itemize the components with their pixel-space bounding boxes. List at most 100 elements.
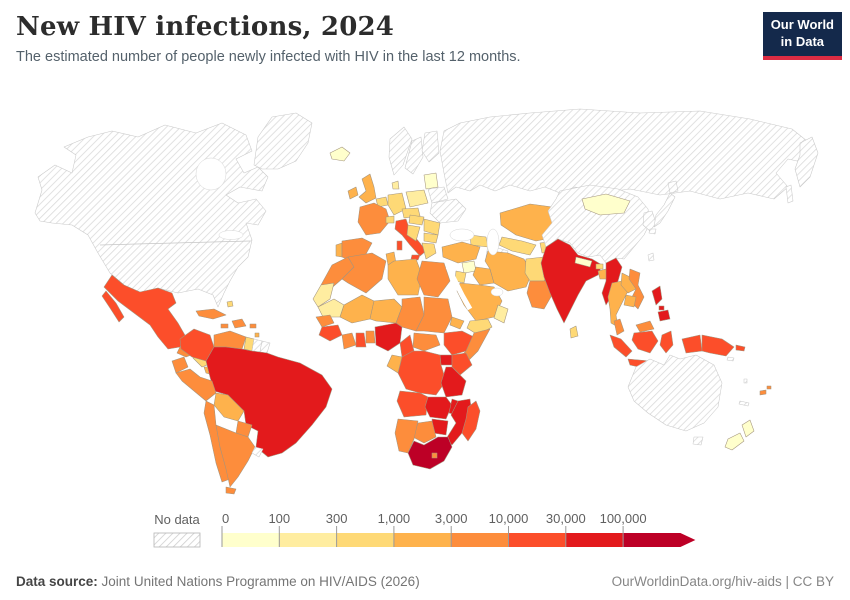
- region-angola[interactable]: [396, 390, 429, 418]
- region-libya[interactable]: [387, 258, 423, 296]
- region-oman[interactable]: [493, 304, 509, 324]
- region-finland[interactable]: [421, 130, 440, 163]
- region-papua-new-guinea[interactable]: [701, 334, 735, 357]
- owid-url-license[interactable]: OurWorldinData.org/hiv-aids | CC BY: [611, 574, 834, 589]
- region-japan-kyushu[interactable]: [648, 228, 657, 235]
- region-algeria[interactable]: [341, 252, 387, 294]
- region-balkans[interactable]: [406, 224, 421, 242]
- region-new-britain[interactable]: [735, 344, 746, 352]
- region-greenland[interactable]: [253, 112, 313, 170]
- region-poland[interactable]: [405, 189, 429, 208]
- region-iceland[interactable]: [329, 146, 351, 162]
- region-ghana[interactable]: [355, 332, 367, 348]
- region-ireland[interactable]: [347, 186, 359, 200]
- region-nigeria[interactable]: [374, 322, 403, 352]
- region-turkey[interactable]: [441, 241, 481, 264]
- region-new-zealand-south[interactable]: [724, 432, 745, 451]
- region-bhutan[interactable]: [595, 263, 604, 270]
- legend-bin-1[interactable]: [279, 533, 337, 547]
- region-ukraine[interactable]: [429, 198, 467, 224]
- region-new-zealand-north[interactable]: [741, 419, 755, 438]
- legend-bin-4[interactable]: [451, 533, 509, 547]
- region-mozambique[interactable]: [445, 398, 473, 446]
- region-mexico-baja[interactable]: [101, 290, 125, 323]
- region-car[interactable]: [412, 332, 441, 352]
- region-tierra-del-fuego[interactable]: [225, 486, 237, 495]
- region-baltics[interactable]: [423, 172, 439, 190]
- region-indonesia-kalimantan[interactable]: [631, 330, 659, 354]
- region-hispaniola[interactable]: [231, 318, 247, 329]
- region-senegal[interactable]: [315, 314, 335, 328]
- region-malaysia-borneo[interactable]: [635, 320, 655, 333]
- region-australia[interactable]: [627, 354, 723, 432]
- region-drc[interactable]: [397, 350, 447, 396]
- region-laos[interactable]: [620, 272, 637, 294]
- region-saudi-arabia[interactable]: [456, 282, 503, 322]
- region-romania[interactable]: [423, 218, 441, 236]
- region-czech-austria[interactable]: [401, 207, 421, 219]
- region-philippines-mindanao[interactable]: [657, 309, 671, 322]
- region-sicily[interactable]: [410, 254, 421, 261]
- region-kamchatka[interactable]: [794, 136, 819, 188]
- region-philippines-visayas[interactable]: [658, 305, 665, 311]
- region-canada-usa[interactable]: [34, 122, 269, 308]
- region-indonesia-sulawesi[interactable]: [659, 330, 674, 354]
- region-egypt[interactable]: [416, 260, 451, 298]
- region-western-sahara[interactable]: [312, 282, 335, 308]
- region-puerto-rico[interactable]: [249, 323, 257, 329]
- region-switzerland[interactable]: [385, 215, 395, 224]
- region-korea[interactable]: [642, 210, 657, 232]
- legend-bin-6[interactable]: [565, 533, 624, 547]
- region-bulgaria[interactable]: [423, 232, 439, 244]
- region-lesser-antilles[interactable]: [254, 332, 260, 338]
- region-iraq[interactable]: [472, 266, 495, 286]
- region-iran[interactable]: [484, 250, 533, 292]
- region-mexico[interactable]: [103, 274, 187, 350]
- region-norway[interactable]: [388, 126, 413, 176]
- region-tasmania[interactable]: [692, 436, 704, 446]
- legend-bin-7[interactable]: [623, 533, 696, 547]
- region-fiji-2[interactable]: [766, 385, 772, 390]
- region-nepal[interactable]: [574, 256, 593, 268]
- region-guinea-region[interactable]: [318, 324, 343, 342]
- region-syria[interactable]: [461, 260, 477, 274]
- region-french-guiana[interactable]: [259, 340, 271, 354]
- region-philippines-luzon[interactable]: [651, 285, 663, 306]
- region-uk[interactable]: [358, 173, 377, 204]
- region-sardinia[interactable]: [396, 240, 403, 251]
- legend-bin-5[interactable]: [508, 533, 566, 547]
- region-indonesia-sumatra[interactable]: [609, 334, 633, 358]
- region-cuba[interactable]: [195, 308, 227, 320]
- region-sweden[interactable]: [404, 136, 424, 175]
- legend-no-data-swatch[interactable]: [153, 532, 201, 548]
- legend-bin-3[interactable]: [393, 533, 452, 547]
- region-portugal[interactable]: [335, 242, 343, 258]
- region-eritrea[interactable]: [449, 316, 465, 330]
- legend-bin-2[interactable]: [336, 533, 394, 547]
- region-vanuatu[interactable]: [743, 378, 748, 384]
- region-mongolia[interactable]: [581, 193, 631, 216]
- region-cambodia[interactable]: [623, 294, 637, 308]
- region-sri-lanka[interactable]: [569, 325, 579, 339]
- region-japan-honshu[interactable]: [653, 192, 676, 228]
- owid-logo[interactable]: Our World in Data: [762, 12, 842, 60]
- region-uruguay[interactable]: [251, 446, 264, 458]
- region-new-caledonia[interactable]: [738, 400, 750, 407]
- region-argentina[interactable]: [215, 424, 256, 488]
- region-denmark[interactable]: [391, 180, 400, 190]
- region-indonesia-papua[interactable]: [681, 334, 703, 354]
- region-ivory-coast[interactable]: [341, 332, 357, 350]
- region-venezuela[interactable]: [213, 330, 247, 350]
- region-sakhalin[interactable]: [785, 184, 794, 204]
- region-togo-benin[interactable]: [365, 330, 376, 344]
- region-gabon-congo[interactable]: [386, 354, 403, 374]
- legend-colorbar[interactable]: 0 100 300 1,000 3,000 10,000 30,000 100,000: [221, 511, 696, 547]
- region-tanzania[interactable]: [440, 366, 467, 398]
- legend-bin-0[interactable]: [222, 533, 280, 547]
- region-japan-hokkaido[interactable]: [667, 180, 679, 194]
- region-hungary[interactable]: [408, 214, 425, 226]
- region-mali[interactable]: [339, 294, 375, 324]
- region-solomon-islands[interactable]: [726, 356, 735, 362]
- region-germany[interactable]: [387, 192, 407, 216]
- region-fiji[interactable]: [759, 389, 767, 396]
